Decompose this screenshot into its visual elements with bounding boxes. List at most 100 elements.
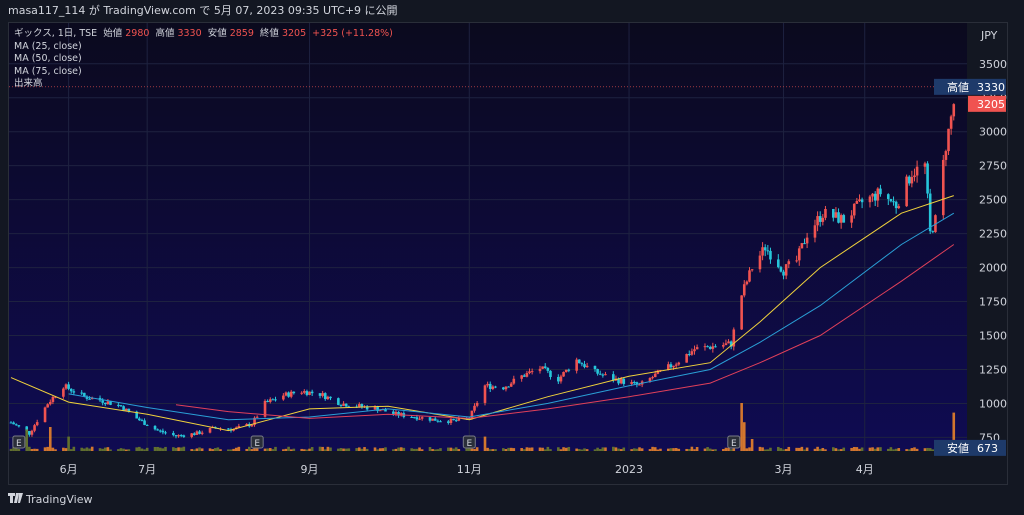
volume-bar xyxy=(143,449,146,451)
volume-bar xyxy=(635,448,639,451)
volume-bar xyxy=(685,448,688,451)
candle-body xyxy=(198,431,201,434)
volume-bar xyxy=(528,447,531,451)
candle-body xyxy=(619,378,623,384)
volume-bar xyxy=(928,448,932,451)
candle-body xyxy=(748,270,751,282)
volume-bar xyxy=(255,447,259,451)
volume-bar xyxy=(577,449,581,451)
volume-bar xyxy=(109,449,112,451)
candle-body xyxy=(14,424,18,426)
volume-bar xyxy=(745,448,749,451)
candle-body xyxy=(648,378,652,382)
chart-frame[interactable]: 750 1000 1250 1500 1750 2000 2250 2500 2750 3000 3… xyxy=(8,22,1008,485)
volume-bar xyxy=(690,446,694,451)
candle-body xyxy=(303,391,306,393)
volume-bar xyxy=(232,448,235,451)
candlestick-chart[interactable]: 7501000125015001750200022502500275030003… xyxy=(9,23,1007,484)
candle-body xyxy=(941,159,945,216)
candle-body xyxy=(33,425,36,431)
candle-body xyxy=(250,424,254,427)
earnings-marker-label: E xyxy=(731,439,737,449)
volume-bar xyxy=(465,448,468,451)
volume-bar xyxy=(706,447,709,451)
low-value: 2859 xyxy=(229,28,254,39)
candle-body xyxy=(926,163,929,194)
volume-bar xyxy=(750,439,754,451)
volume-bar xyxy=(28,446,31,451)
candle-body xyxy=(54,396,57,398)
volume-bar xyxy=(85,447,89,451)
volume-bar xyxy=(33,448,36,451)
candle-body xyxy=(632,382,636,384)
ma25-legend[interactable]: MA (25, close) xyxy=(14,40,82,52)
volume-bar xyxy=(216,447,220,451)
candle-body xyxy=(418,418,421,420)
volume-bar xyxy=(858,448,861,451)
volume-bar xyxy=(541,447,544,451)
candle-body xyxy=(392,411,395,414)
volume-bar xyxy=(926,447,929,451)
candle-body xyxy=(268,399,272,402)
volume-bar xyxy=(439,448,442,451)
volume-bar xyxy=(784,448,788,451)
candle-body xyxy=(415,417,419,420)
volume-bar xyxy=(337,448,340,451)
volume-bar xyxy=(43,447,47,451)
candle-body xyxy=(677,362,681,365)
candle-body xyxy=(119,405,123,407)
volume-bar xyxy=(580,449,584,451)
candle-body xyxy=(80,392,84,394)
candle-body xyxy=(25,426,29,432)
candle-body xyxy=(161,430,165,433)
candle-body xyxy=(412,417,416,419)
candle-body xyxy=(695,347,699,350)
volume-bar xyxy=(253,447,256,451)
volume-bar xyxy=(512,448,516,451)
candle-body xyxy=(727,341,730,344)
candle-body xyxy=(376,407,379,411)
footer: TradingView xyxy=(8,493,92,506)
volume-bar xyxy=(564,447,568,451)
volume-bar xyxy=(562,447,565,451)
volume-bar xyxy=(740,403,743,451)
candle-body xyxy=(693,349,696,352)
candle-body xyxy=(831,209,835,218)
volume-bar xyxy=(402,447,406,451)
candle-body xyxy=(507,386,510,388)
volume-bar xyxy=(816,446,819,451)
volume-legend[interactable]: 出来高 xyxy=(14,78,43,89)
volume-bar xyxy=(83,448,86,451)
candle-body xyxy=(638,384,641,386)
candle-body xyxy=(724,343,728,346)
volume-bar xyxy=(659,448,662,451)
volume-bar xyxy=(305,449,309,451)
candle-body xyxy=(784,264,788,276)
candle-body xyxy=(394,411,398,414)
volume-bar xyxy=(30,449,34,451)
volume-bar xyxy=(347,448,351,451)
candle-body xyxy=(337,398,340,405)
volume-bar xyxy=(871,447,874,451)
candle-body xyxy=(580,363,584,365)
volume-bar xyxy=(879,447,882,451)
volume-bar xyxy=(447,447,450,451)
candle-body xyxy=(101,400,104,403)
ma75-legend[interactable]: MA (75, close) xyxy=(14,65,82,77)
volume-bar xyxy=(284,448,288,451)
candle-body xyxy=(145,424,149,426)
volume-bar xyxy=(127,449,131,451)
volume-bar xyxy=(834,448,838,451)
candle-body xyxy=(915,166,919,176)
candle-body xyxy=(9,422,13,424)
volume-bar xyxy=(420,449,424,451)
volume-bar xyxy=(195,448,199,451)
volume-bar xyxy=(378,448,382,451)
volume-bar xyxy=(546,446,550,451)
volume-bar xyxy=(145,447,149,451)
candle-body xyxy=(758,255,762,270)
candle-body xyxy=(431,418,434,421)
candle-body xyxy=(43,407,47,423)
ma50-legend[interactable]: MA (50, close) xyxy=(14,53,82,64)
candle-body xyxy=(722,345,725,347)
